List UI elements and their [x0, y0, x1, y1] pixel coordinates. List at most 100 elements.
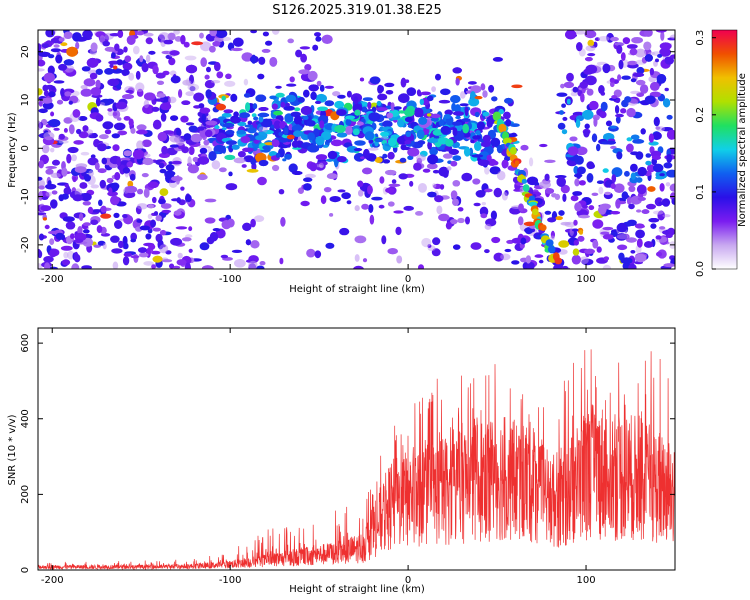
heatmap-cell [419, 98, 424, 106]
heatmap-cell [45, 183, 57, 190]
heatmap-cell [176, 138, 185, 146]
heatmap-cell [287, 38, 295, 44]
heatmap-cell [279, 257, 284, 265]
heatmap-cell [442, 153, 453, 159]
heatmap-cell [599, 111, 607, 119]
heatmap-cell [128, 118, 134, 127]
heatmap-cell [143, 32, 154, 37]
heatmap-cell [38, 185, 45, 190]
heatmap-cell [215, 103, 226, 111]
heatmap-cell [370, 102, 378, 109]
heatmap-cell [248, 260, 258, 269]
heatmap-cell [649, 67, 655, 76]
heatmap-cell [584, 30, 597, 39]
heatmap-cell [520, 237, 527, 245]
heatmap-cell [555, 175, 567, 179]
heatmap-cell [52, 159, 60, 166]
heatmap-cell [655, 176, 665, 180]
heatmap-cell [160, 102, 172, 111]
heatmap-cell [616, 234, 629, 240]
y-tick-label: -10 [20, 188, 31, 204]
heatmap-cell [221, 112, 232, 118]
heatmap-cell [602, 234, 614, 240]
heatmap-cell [99, 134, 109, 140]
heatmap-cell [245, 239, 251, 246]
heatmap-cell [358, 189, 364, 197]
heatmap-cell [147, 213, 153, 220]
heatmap-cell [185, 234, 193, 238]
heatmap-cell [130, 238, 136, 243]
heatmap-cell [361, 106, 368, 113]
heatmap-cell [630, 250, 636, 254]
heatmap-cell [482, 134, 491, 143]
heatmap-cell [160, 203, 172, 209]
heatmap-cell [346, 145, 358, 153]
heatmap-cell [262, 31, 269, 37]
heatmap-cell [334, 124, 346, 133]
heatmap-cell [395, 226, 402, 236]
heatmap-cell [586, 88, 594, 96]
heatmap-cell [303, 89, 310, 98]
heatmap-cell [426, 163, 438, 170]
heatmap-cell [566, 98, 571, 105]
x-tick-label: -200 [41, 274, 64, 285]
heatmap-cell [600, 231, 610, 235]
heatmap-cell [321, 34, 333, 44]
heatmap-cell [136, 124, 147, 131]
heatmap-cell [188, 248, 193, 253]
heatmap-cell [279, 121, 286, 129]
heatmap-cell [185, 122, 195, 126]
heatmap-cell [169, 144, 179, 148]
heatmap-cell [631, 37, 643, 44]
heatmap-cell [79, 182, 88, 189]
heatmap-cell [215, 30, 228, 39]
heatmap-cell [74, 238, 84, 243]
heatmap-cell [416, 154, 426, 162]
heatmap-cell [588, 205, 595, 211]
heatmap-cell [609, 77, 615, 83]
heatmap-cell [111, 52, 116, 59]
heatmap-streak-cell [532, 208, 539, 216]
heatmap-cell [193, 92, 205, 102]
heatmap-cell [136, 219, 143, 223]
y-tick-label: 20 [20, 45, 31, 58]
heatmap-cell [122, 167, 131, 174]
heatmap-cell [272, 164, 280, 172]
heatmap-cell [286, 83, 297, 87]
heatmap-cell [432, 237, 441, 246]
heatmap-cell [82, 30, 93, 39]
heatmap-cell [199, 107, 211, 114]
heatmap-cell [58, 63, 68, 71]
heatmap-cell [38, 59, 46, 67]
heatmap-cell [431, 86, 436, 92]
heatmap-cell [254, 215, 265, 223]
heatmap-cell [602, 264, 612, 269]
heatmap-cell [108, 187, 113, 195]
heatmap-cell [421, 237, 432, 248]
heatmap-cell [573, 239, 579, 246]
heatmap-cell [324, 100, 335, 107]
heatmap-cell [64, 183, 69, 188]
heatmap-cell [556, 176, 566, 187]
heatmap-cell [50, 37, 62, 44]
heatmap-cell [81, 66, 91, 72]
heatmap-cell [613, 89, 622, 98]
heatmap-cell [605, 120, 613, 127]
heatmap-cell [628, 203, 635, 210]
heatmap-cell [616, 44, 623, 54]
heatmap-cell [432, 129, 443, 136]
heatmap-cell [173, 210, 182, 216]
heatmap-cell [303, 115, 309, 120]
heatmap-cell [617, 244, 628, 251]
heatmap-cell [620, 108, 627, 114]
heatmap-cell [44, 262, 51, 269]
heatmap-cell [390, 102, 395, 111]
heatmap-cell [491, 96, 498, 102]
heatmap-cell [484, 188, 493, 193]
heatmap-cell [492, 160, 499, 166]
heatmap-cell [138, 252, 149, 258]
heatmap-cell [81, 265, 92, 269]
heatmap-cell [188, 146, 195, 156]
heatmap-cell [99, 179, 107, 189]
heatmap-cell [151, 264, 157, 269]
